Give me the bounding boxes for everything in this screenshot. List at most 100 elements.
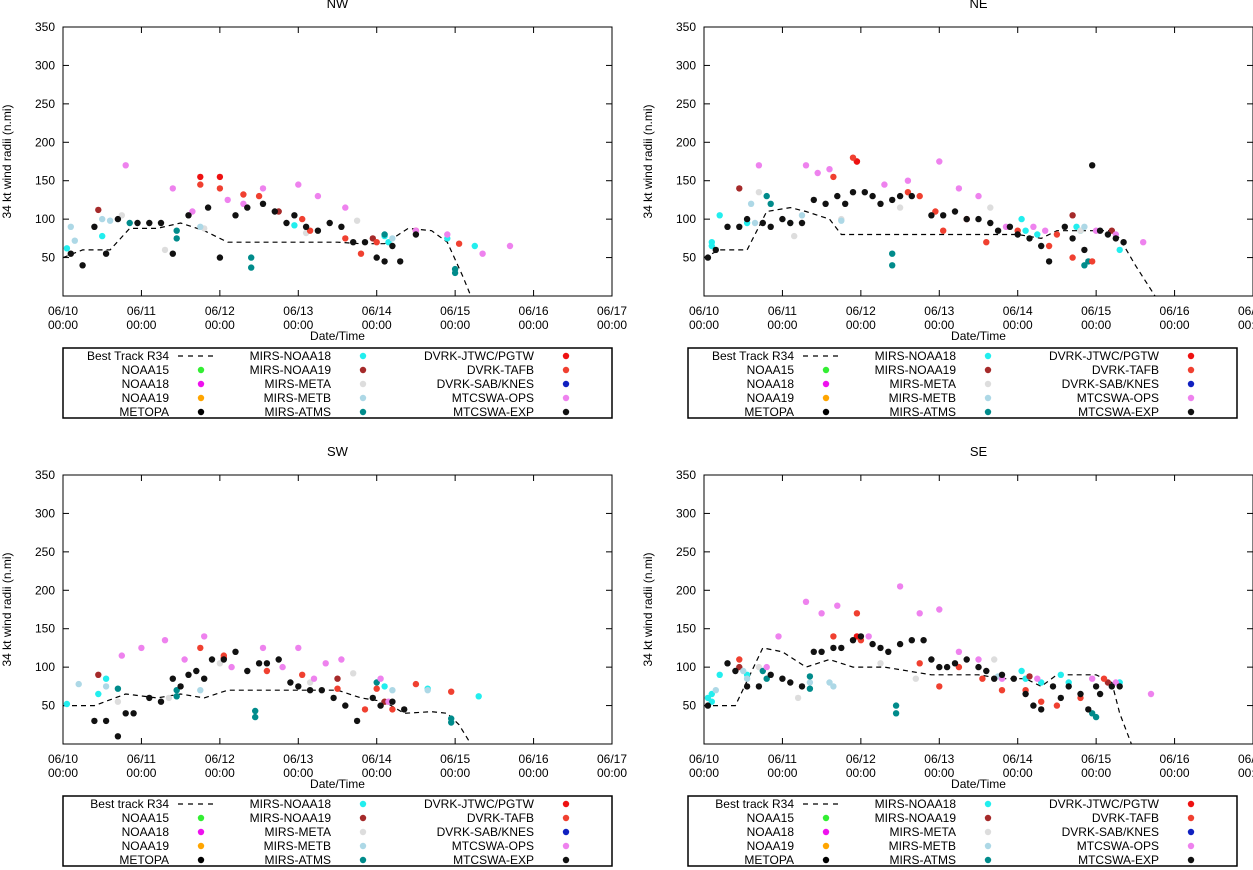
legend-marker: [984, 814, 992, 822]
point-mirs19: [736, 663, 743, 671]
legend-label: MIRS-NOAA19: [875, 363, 957, 377]
point-ops: [802, 598, 810, 605]
point-exp: [975, 663, 982, 671]
point-ops: [279, 663, 286, 671]
point-mirsatms: [448, 719, 455, 726]
point-exp: [373, 254, 380, 261]
point-ops: [310, 675, 318, 682]
point-exp: [369, 694, 376, 702]
legend-marker: [359, 394, 367, 402]
plot-area: [704, 583, 1155, 744]
plot-area: [704, 154, 1156, 296]
legend-label: NOAA15: [747, 363, 795, 377]
y-axis-label: 34 kt wind radii (n.mi): [0, 552, 14, 666]
point-ops: [314, 192, 322, 200]
x-tick-label: 06/10: [48, 304, 78, 318]
y-tick-label: 50: [683, 699, 697, 713]
point-mirs18: [475, 693, 482, 700]
x-tick-label: 06/17: [1238, 304, 1253, 318]
legend-label: DVRK-JTWC/PGTW: [1049, 797, 1160, 811]
point-exp: [991, 675, 998, 682]
point-exp: [146, 694, 153, 702]
x-tick-label: 06/16: [1160, 752, 1190, 766]
legend-marker: [1187, 842, 1195, 850]
x-tick-label: 06/11: [127, 304, 156, 318]
point-ops: [161, 637, 169, 644]
point-exp: [1085, 706, 1092, 713]
point-exp: [185, 212, 192, 219]
x-tick-label: 00:00: [767, 766, 797, 780]
x-tick-label: 06/16: [519, 752, 549, 766]
x-tick-label: 00:00: [126, 766, 156, 780]
x-tick-label: 00:00: [689, 766, 719, 780]
point-mirsmeta: [353, 217, 361, 224]
legend-label: DVRK-JTWC/PGTW: [424, 797, 535, 811]
legend-marker: [359, 828, 367, 836]
point-exp: [201, 675, 208, 682]
point-exp: [1038, 242, 1045, 250]
legend-label: MIRS-ATMS: [890, 853, 956, 867]
point-mirsmeta: [912, 675, 919, 682]
x-tick-label: 00:00: [362, 318, 392, 332]
point-exp: [204, 204, 212, 211]
point-exp: [818, 648, 825, 655]
point-exp: [353, 717, 361, 725]
point-exp: [861, 189, 868, 196]
point-exp: [389, 698, 396, 705]
point-exp: [287, 679, 294, 686]
point-tafb: [853, 610, 861, 617]
point-exp: [193, 667, 200, 675]
point-exp: [1026, 235, 1033, 242]
point-mirs18: [471, 242, 478, 250]
point-exp: [271, 208, 278, 215]
point-exp: [779, 215, 786, 223]
point-exp: [943, 663, 951, 671]
point-exp: [1006, 223, 1014, 230]
point-exp: [1030, 702, 1037, 709]
point-exp: [295, 683, 302, 690]
point-exp: [712, 246, 719, 254]
point-exp: [122, 710, 129, 717]
point-exp: [291, 212, 298, 219]
x-tick-label: 00:00: [924, 318, 954, 332]
point-mirsatms: [1081, 262, 1088, 269]
point-exp: [1022, 690, 1029, 698]
legend-marker: [822, 408, 830, 416]
x-tick-label: 00:00: [924, 766, 954, 780]
point-exp: [169, 250, 176, 257]
legend-label: DVRK-TAFB: [467, 363, 534, 377]
point-exp: [767, 223, 774, 230]
point-mirs19: [1026, 673, 1033, 680]
legend-marker: [822, 380, 830, 388]
point-exp: [940, 212, 947, 219]
legend-label: DVRK-TAFB: [1092, 363, 1159, 377]
point-tafb: [904, 189, 912, 196]
point-mirsatms: [892, 702, 900, 709]
point-mirsatms: [252, 713, 259, 721]
legend-label: NOAA18: [747, 825, 795, 839]
point-exp: [1057, 694, 1065, 702]
point-mirs19: [334, 675, 341, 682]
legend-label: MIRS-NOAA18: [250, 797, 332, 811]
legend-marker: [197, 856, 205, 864]
point-mirsmeta: [114, 698, 122, 705]
legend-label: DVRK-JTWC/PGTW: [1049, 349, 1160, 363]
point-exp: [759, 219, 766, 227]
point-exp: [869, 640, 876, 648]
point-exp: [998, 671, 1006, 678]
y-tick-label: 250: [676, 97, 696, 111]
legend-label: MIRS-ATMS: [890, 405, 956, 419]
point-exp: [908, 192, 915, 200]
point-mirs18: [1073, 223, 1080, 230]
legend-label: Best track R34: [90, 797, 169, 811]
point-mirsmetb: [826, 679, 833, 686]
x-tick-label: 06/13: [283, 752, 313, 766]
point-mirsatms: [889, 262, 896, 269]
legend-marker: [822, 828, 830, 836]
point-ops: [936, 606, 943, 613]
point-tafb: [983, 239, 990, 246]
point-ops: [1147, 690, 1155, 698]
point-mirs18: [1034, 231, 1041, 238]
